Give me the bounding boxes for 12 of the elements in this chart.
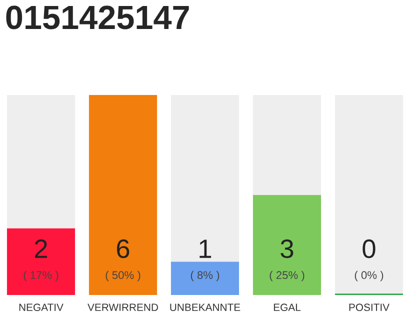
- data-label: 1 ( 8% ): [190, 240, 220, 282]
- chart-title: 0151425147: [6, 6, 189, 30]
- x-tick-label: VERWIRREND: [88, 304, 158, 311]
- data-label: 0 ( 0% ): [354, 239, 384, 282]
- data-label: 2 ( 17% ): [24, 239, 58, 282]
- x-tick-label: POSITIV: [349, 304, 390, 312]
- data-label: 3 ( 25% ): [270, 239, 304, 282]
- bar: [170, 262, 240, 296]
- x-tick-label: EGAL: [274, 304, 301, 312]
- x-tick-label: NEGATIV: [19, 304, 64, 312]
- x-tick-label: UNBEKANNTE: [170, 304, 240, 312]
- data-label: 6 ( 50% ): [106, 239, 140, 282]
